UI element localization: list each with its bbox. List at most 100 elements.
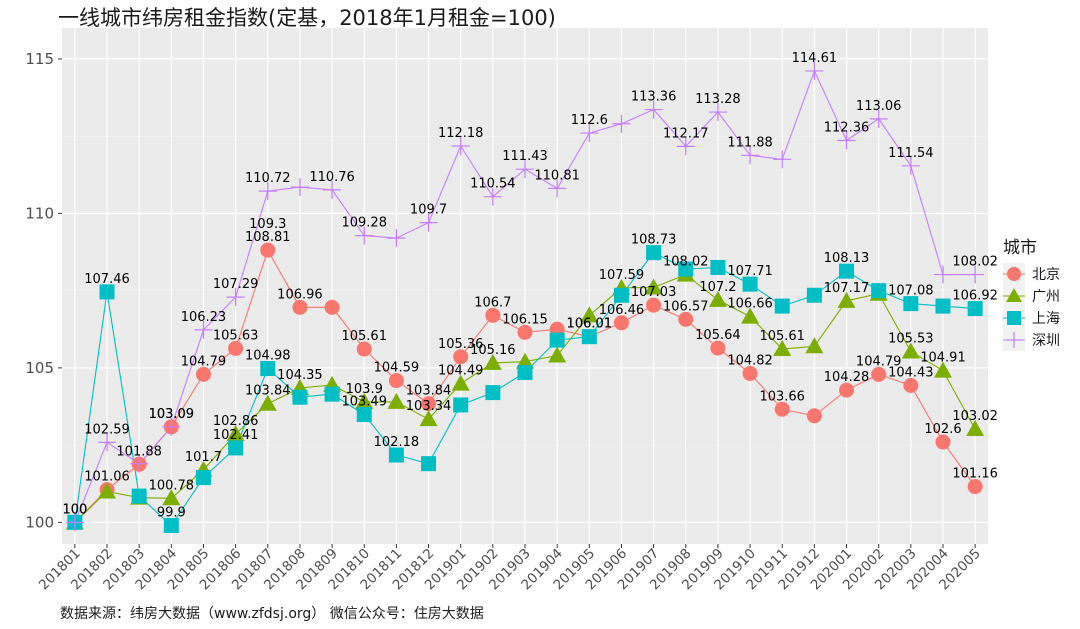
data-label: 106.57 xyxy=(663,299,709,314)
data-point xyxy=(710,340,726,356)
data-label: 105.61 xyxy=(759,329,805,344)
data-label: 113.36 xyxy=(631,90,677,105)
data-label: 104.82 xyxy=(727,353,773,368)
data-point xyxy=(162,489,181,506)
data-point xyxy=(260,242,276,258)
data-point xyxy=(98,433,117,452)
data-point xyxy=(613,287,629,303)
data-point xyxy=(580,124,599,143)
data-label: 104.43 xyxy=(888,365,934,380)
legend-marker xyxy=(1007,267,1021,281)
data-point xyxy=(871,283,887,299)
data-label: 113.28 xyxy=(695,92,741,107)
data-point xyxy=(612,114,631,133)
source-caption: 数据来源：纬房大数据（www.zfdsj.org） 微信公众号：住房大数据 xyxy=(60,606,484,622)
data-point xyxy=(678,261,694,277)
data-label: 103.02 xyxy=(952,409,998,424)
data-label: 105.36 xyxy=(438,337,484,352)
data-point xyxy=(871,366,887,382)
data-point xyxy=(387,392,406,409)
data-label: 110.72 xyxy=(245,171,291,186)
data-label: 111.88 xyxy=(727,135,773,150)
data-point xyxy=(517,324,533,340)
data-labels: 100101.06101.88103.09104.79105.63108.811… xyxy=(62,51,997,521)
data-point xyxy=(260,360,276,376)
data-point xyxy=(741,307,760,324)
data-label: 103.84 xyxy=(245,384,291,399)
data-point xyxy=(516,160,534,179)
data-point xyxy=(292,299,308,315)
data-point xyxy=(839,382,855,398)
data-point xyxy=(324,299,340,315)
data-point xyxy=(644,100,663,119)
data-label: 107.59 xyxy=(599,268,645,283)
data-point xyxy=(806,287,822,303)
data-point xyxy=(453,349,469,365)
data-label: 104.28 xyxy=(824,370,870,385)
legend-marker xyxy=(1007,311,1021,325)
data-label: 106.66 xyxy=(727,297,773,312)
data-point xyxy=(483,187,502,206)
data-label: 104.59 xyxy=(374,361,420,376)
data-point xyxy=(228,340,244,356)
data-point xyxy=(548,346,567,363)
data-point xyxy=(228,440,244,456)
data-point xyxy=(323,180,342,199)
data-label: 112.6 xyxy=(571,113,608,128)
data-label: 103.09 xyxy=(149,407,195,422)
data-label: 110.76 xyxy=(309,170,355,185)
data-label: 107.17 xyxy=(824,281,870,296)
data-point xyxy=(580,306,599,323)
data-point xyxy=(774,298,790,314)
data-point xyxy=(805,61,824,80)
data-label: 112.17 xyxy=(663,126,709,141)
data-label: 112.36 xyxy=(824,120,870,135)
legend-title: 城市 xyxy=(1003,238,1037,258)
data-label: 105.16 xyxy=(470,343,516,358)
data-label: 109.3 xyxy=(249,217,286,232)
data-point xyxy=(453,397,469,413)
data-label: 104.49 xyxy=(438,364,484,379)
legend-label: 广州 xyxy=(1032,289,1060,305)
data-label: 105.53 xyxy=(888,332,934,347)
series-markers xyxy=(65,61,985,533)
data-label: 110.54 xyxy=(470,177,516,192)
data-label: 101.7 xyxy=(185,450,222,465)
data-label: 114.61 xyxy=(792,51,838,66)
data-label: 104.35 xyxy=(277,368,323,383)
data-point xyxy=(837,131,856,150)
data-label: 107.71 xyxy=(727,264,773,279)
legend-label: 北京 xyxy=(1032,267,1060,283)
y-tick-label: 110 xyxy=(25,204,54,222)
data-point xyxy=(837,291,856,308)
data-point xyxy=(258,394,277,411)
data-label: 102.86 xyxy=(213,414,259,429)
data-point xyxy=(774,401,790,417)
data-point xyxy=(710,259,726,275)
data-point xyxy=(162,417,181,436)
data-point xyxy=(292,389,308,405)
data-point xyxy=(933,361,952,378)
data-label: 103.09 xyxy=(149,407,195,422)
data-point xyxy=(163,517,179,533)
data-point xyxy=(644,278,663,295)
data-label: 104.79 xyxy=(181,354,227,369)
data-label: 104.79 xyxy=(856,354,902,369)
data-label: 99.9 xyxy=(157,505,186,520)
data-point xyxy=(421,456,437,472)
data-label: 109.7 xyxy=(410,203,447,218)
data-label: 106.46 xyxy=(599,303,645,318)
data-point xyxy=(708,103,727,122)
legend-label: 深圳 xyxy=(1032,333,1060,349)
data-point xyxy=(258,182,277,201)
data-point xyxy=(678,311,694,327)
y-tick-label: 100 xyxy=(25,513,54,531)
data-point xyxy=(356,407,372,423)
data-label: 103.66 xyxy=(759,389,805,404)
data-point xyxy=(226,288,245,307)
data-label: 107.46 xyxy=(84,272,130,287)
data-label: 112.18 xyxy=(438,126,484,141)
data-point xyxy=(98,482,117,499)
data-point xyxy=(581,329,597,345)
